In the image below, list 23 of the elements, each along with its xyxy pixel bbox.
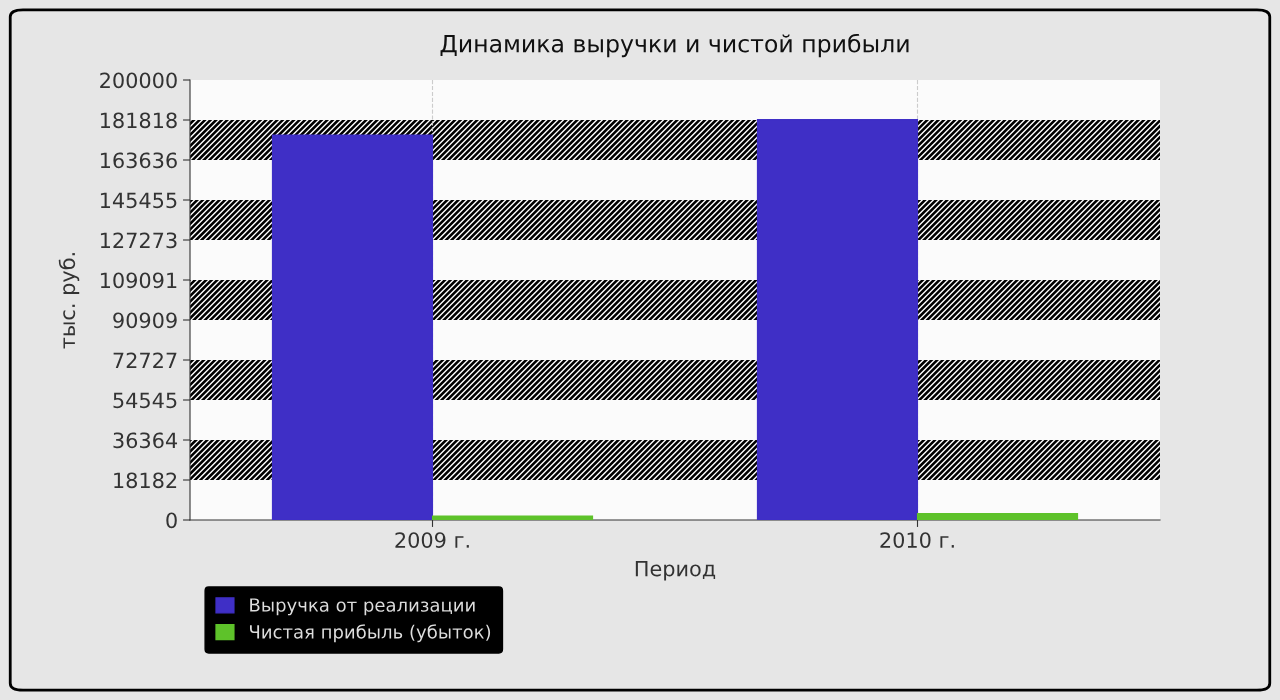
y-tick-label: 145455 (100, 192, 177, 209)
y-tick-label: 18182 (114, 472, 177, 489)
x-tick-label: 2010 г. (880, 532, 954, 548)
y-tick-label: 72727 (113, 352, 177, 368)
bar (756, 119, 919, 520)
y-tick-label: 163636 (100, 152, 177, 169)
y-tick-label: 90909 (113, 312, 177, 329)
y-tick-label: 181818 (100, 112, 177, 129)
legend-label: Чистая прибыль (убыток) (249, 624, 491, 643)
y-tick-label: 0 (166, 512, 177, 529)
y-axis-title: тыс. руб. (58, 253, 80, 349)
y-tick-label: 200000 (100, 72, 177, 89)
bar (431, 515, 594, 520)
legend-label: Выручка от реализации (250, 598, 475, 616)
bar (916, 513, 1079, 520)
y-tick-label: 127273 (100, 232, 177, 249)
chart-title: Динамика выручки и чистой прибыли (440, 33, 909, 58)
bar (271, 134, 434, 520)
x-tick-label: 2009 г. (395, 532, 469, 548)
y-tick-label: 36364 (113, 432, 178, 449)
y-tick-label: 54545 (113, 392, 177, 409)
y-tick-label: 109091 (100, 272, 177, 289)
x-axis-title: Период (635, 560, 716, 581)
